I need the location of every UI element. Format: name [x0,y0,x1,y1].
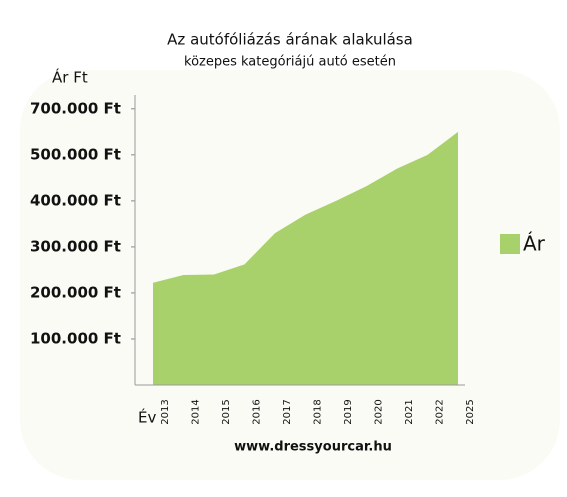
y-tick-label: 500.000 Ft [30,145,121,163]
y-tick-label: 200.000 Ft [30,283,121,301]
legend-swatch [500,234,520,254]
y-tick-label: 400.000 Ft [30,191,121,209]
x-tick-label: 2014 [191,399,202,424]
y-axis-label: Ár Ft [52,68,88,87]
chart-title: Az autófóliázás árának alakulása [167,31,413,49]
x-tick-label: 2021 [404,399,415,424]
x-tick-label: 2013 [160,399,171,424]
area [153,131,458,385]
x-tick-label: 2022 [435,399,446,424]
x-tick-label: 2019 [343,399,354,424]
x-tick-label: 2020 [374,399,385,424]
y-tick-label: 100.000 Ft [30,329,121,347]
legend-label: Ár [523,232,546,256]
y-tick-label: 700.000 Ft [30,99,121,117]
chart-subtitle: közepes kategóriájú autó esetén [184,55,396,70]
x-tick-label: 2025 [465,399,476,424]
x-axis-label: Év [138,408,156,427]
x-tick-label: 2017 [282,399,293,424]
footer: www.dressyourcar.hu [234,440,392,455]
x-tick-label: 2015 [221,399,232,424]
x-tick-label: 2018 [313,399,324,424]
y-tick-label: 300.000 Ft [30,237,121,255]
x-tick-label: 2016 [252,399,263,424]
